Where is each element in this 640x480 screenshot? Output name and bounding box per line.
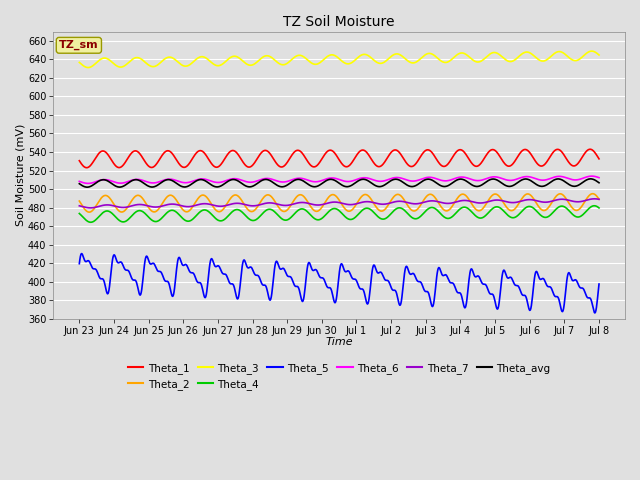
X-axis label: Time: Time — [325, 337, 353, 347]
Title: TZ Soil Moisture: TZ Soil Moisture — [284, 15, 395, 29]
Y-axis label: Soil Moisture (mV): Soil Moisture (mV) — [15, 124, 25, 227]
Legend: Theta_1, Theta_2, Theta_3, Theta_4, Theta_5, Theta_6, Theta_7, Theta_avg: Theta_1, Theta_2, Theta_3, Theta_4, Thet… — [124, 359, 555, 394]
Text: TZ_sm: TZ_sm — [59, 40, 99, 50]
